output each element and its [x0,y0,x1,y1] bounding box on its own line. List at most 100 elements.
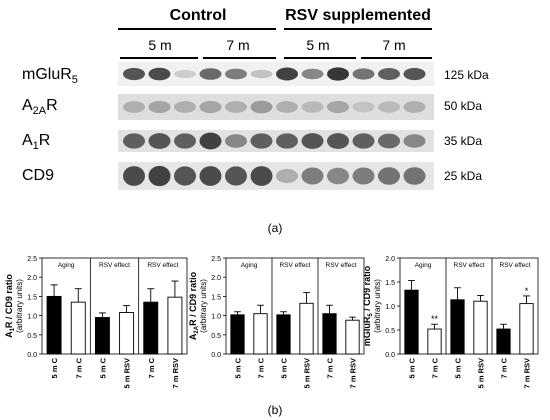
x-tick-label: 7 m RSV [349,358,358,388]
blot-band [403,134,426,148]
blot-band [352,133,375,149]
blot-band [378,68,400,80]
blot-band [225,101,247,113]
blot-band [250,133,273,149]
protein-label-a1r: A1R [22,132,50,152]
x-tick-label: 7 m C [500,357,509,378]
x-tick-label: 7 m RSV [171,358,180,388]
blot-band [301,101,324,113]
y-tick-label: 1.5 [211,294,221,301]
x-tick-label: 7 m C [147,357,156,378]
panel-label: Aging [58,262,75,269]
y-tick-label: 1.0 [385,304,395,311]
caption-a: (a) [268,221,283,235]
blot-band [403,67,426,81]
panel-label: RSV effect [500,262,531,269]
blot-band [225,134,247,148]
bar [450,299,465,355]
blot-band [276,133,298,149]
y-axis-units: (arbitrary units) [15,279,24,333]
blot-panel: Control RSV supplemented 5 m 7 m 5 m 7 m… [22,7,489,235]
blot-band [174,133,196,149]
blot-band [352,101,375,113]
y-tick-label: 2.5 [211,256,221,263]
age-label: 5 m [306,37,329,53]
bar-chart-2: A2AR / CD9 ratio (arbitrary units) 0.0 0.5 1… [188,256,365,388]
blot-band [403,101,426,113]
bar [94,317,110,355]
blot-band [327,133,349,149]
caption-b: (b) [268,403,283,417]
panel-label: RSV effect [99,262,130,269]
panel-label: Aging [241,262,258,269]
x-tick-label: 7 m C [74,357,83,378]
blot-band [327,100,349,114]
x-tick-label: 7 m C [257,357,266,378]
blot-band [276,168,298,184]
y-axis-label: mGluR5 / CD9 ratio [362,265,374,346]
blot-band [174,166,196,186]
age-label: 7 m [226,37,249,53]
blot-band [250,69,273,79]
blot-band [378,101,400,113]
x-tick-label: 5 m C [408,357,417,378]
blot-band [403,167,426,185]
x-tick-label: 5 m C [50,357,59,378]
y-tick-label: 0.5 [211,333,221,340]
plot-frame [41,257,188,355]
y-tick-label: 0.0 [27,352,37,359]
blot-bands [123,67,426,187]
bar [519,303,534,355]
protein-label-mglur5: mGluR5 [22,66,78,86]
bar [276,314,291,355]
x-tick-label: 5 m C [280,357,289,378]
panel-label: Aging [415,262,432,269]
age-label: 7 m [382,37,405,53]
blot-band [148,100,171,114]
protein-label-a2ar: A2AR [22,97,58,117]
y-tick-label: 1.0 [27,314,37,321]
bar [496,328,511,355]
blot-band [327,67,349,81]
bar [119,312,135,355]
blot-band [123,67,145,81]
blot-band [199,132,222,150]
blot-band [250,100,273,114]
bar-chart-1: A1R / CD9 ratio (arbitrary units) 0.0 0.5 1.… [4,256,188,388]
blot-band [199,100,222,114]
y-tick-label: 0.0 [385,352,395,359]
blot-band [352,68,375,80]
blot-band [301,68,324,80]
y-tick-label: 1.0 [211,314,221,321]
blot-band [378,133,400,149]
bar [322,313,337,355]
group-label-control: Control [170,7,227,24]
y-tick-label: 1.5 [27,294,37,301]
plot-frame [225,257,365,355]
bar [70,301,86,355]
y-axis-label: A1R / CD9 ratio [4,274,16,338]
bar-chart-3: mGluR5 / CD9 ratio (arbitrary units) 0.0 0.… [362,256,539,388]
bar [345,319,360,355]
bar [473,300,488,355]
y-axis-units: (arbitrary units) [373,279,382,333]
significance-mark: * [525,286,529,296]
protein-label-cd9: CD9 [22,167,54,184]
blot-band [199,68,222,80]
x-tick-label: 7 m C [326,357,335,378]
bar [143,301,159,355]
x-tick-label: 5 m C [454,357,463,378]
blot-band [378,167,400,185]
blot-band [250,166,273,186]
group-label-rsv: RSV supplemented [285,7,431,24]
y-tick-label: 0.5 [385,328,395,335]
bar [253,313,268,355]
blot-band [276,67,298,81]
panel-label: RSV effect [147,262,178,269]
y-tick-label: 2.0 [211,275,221,282]
age-label: 5 m [148,37,171,53]
mw-label: 25 kDa [444,169,482,183]
panel-label: RSV effect [280,262,311,269]
bar [404,289,419,355]
